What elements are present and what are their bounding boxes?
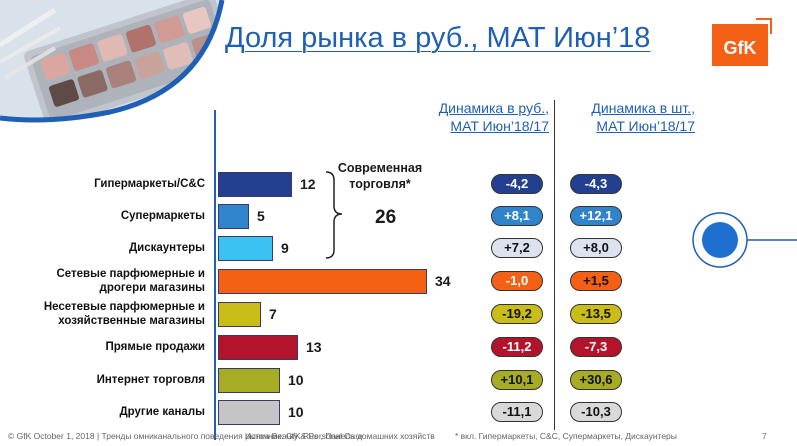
change-rub-badge: -1,0 — [491, 271, 543, 291]
group-note: Современная торговля* — [337, 161, 423, 191]
share-value: 12 — [300, 176, 316, 192]
change-rub-badge: +8,1 — [491, 206, 543, 226]
category-label: Несетевые парфюмерные и хозяйственные ма… — [43, 301, 205, 327]
share-bar — [218, 204, 249, 229]
category-label: Интернет торговля — [96, 374, 205, 386]
change-pcs-badge: +12,1 — [570, 206, 622, 226]
change-pcs-badge: +30,6 — [570, 370, 622, 390]
change-pcs-badge: +8,0 — [570, 238, 622, 258]
change-pcs-badge: -13,5 — [570, 304, 622, 324]
change-rub-badge: +7,2 — [491, 238, 543, 258]
column-separator — [554, 100, 555, 430]
decor-line — [214, 110, 216, 440]
share-value: 10 — [288, 372, 304, 388]
decor-circle — [692, 212, 797, 268]
share-bar — [218, 368, 280, 393]
gfk-logo: GfK — [712, 18, 772, 66]
change-rub-badge: +10,1 — [491, 370, 543, 390]
change-pcs-badge: -7,3 — [570, 337, 622, 357]
share-bar — [218, 400, 280, 425]
share-value: 7 — [269, 306, 277, 322]
group-bracket — [325, 171, 343, 259]
group-total: 26 — [375, 207, 397, 228]
cosmetics-photo — [0, 0, 225, 123]
column-header-pcs: Динамика в шт., MAT Июн’18/17 — [591, 100, 695, 134]
share-bar — [218, 269, 427, 294]
change-rub-badge: -4,2 — [491, 174, 543, 194]
change-pcs-badge: -10,3 — [570, 402, 622, 422]
share-value: 5 — [257, 208, 265, 224]
page-title: Доля рынка в руб., MAT Июн’18 — [225, 22, 651, 54]
footer-source: Источник: GfK Rus , Панель домашних хозя… — [245, 431, 435, 441]
column-header-rub: Динамика в руб., MAT Июн’18/17 — [438, 100, 549, 134]
svg-text:GfK: GfK — [724, 38, 757, 58]
share-bar — [218, 302, 261, 327]
change-pcs-badge: -4,3 — [570, 174, 622, 194]
change-pcs-badge: +1,5 — [570, 271, 622, 291]
share-value: 34 — [435, 273, 451, 289]
share-bar — [218, 335, 298, 360]
share-value: 9 — [281, 240, 289, 256]
change-rub-badge: -11,1 — [491, 402, 543, 422]
share-bar — [218, 236, 273, 261]
share-value: 13 — [306, 339, 322, 355]
change-rub-badge: -19,2 — [491, 304, 543, 324]
category-label: Прямые продажи — [105, 341, 205, 353]
category-label: Гипермаркеты/С&C — [94, 178, 205, 190]
category-label: Дискаунтеры — [128, 242, 205, 254]
page-number: 7 — [762, 431, 767, 441]
category-label: Сетевые парфюмерные и дрогери магазины — [56, 268, 205, 294]
footer-text: © GfK October 1, 2018 | Тренды омниканал… — [8, 431, 363, 441]
category-label: Супермаркеты — [120, 210, 205, 222]
category-label: Другие каналы — [119, 406, 205, 418]
footnote: * вкл. Гипермаркеты, C&C, Супермаркеты, … — [455, 431, 677, 441]
change-rub-badge: -11,2 — [491, 337, 543, 357]
share-bar — [218, 172, 292, 197]
share-value: 10 — [288, 404, 304, 420]
